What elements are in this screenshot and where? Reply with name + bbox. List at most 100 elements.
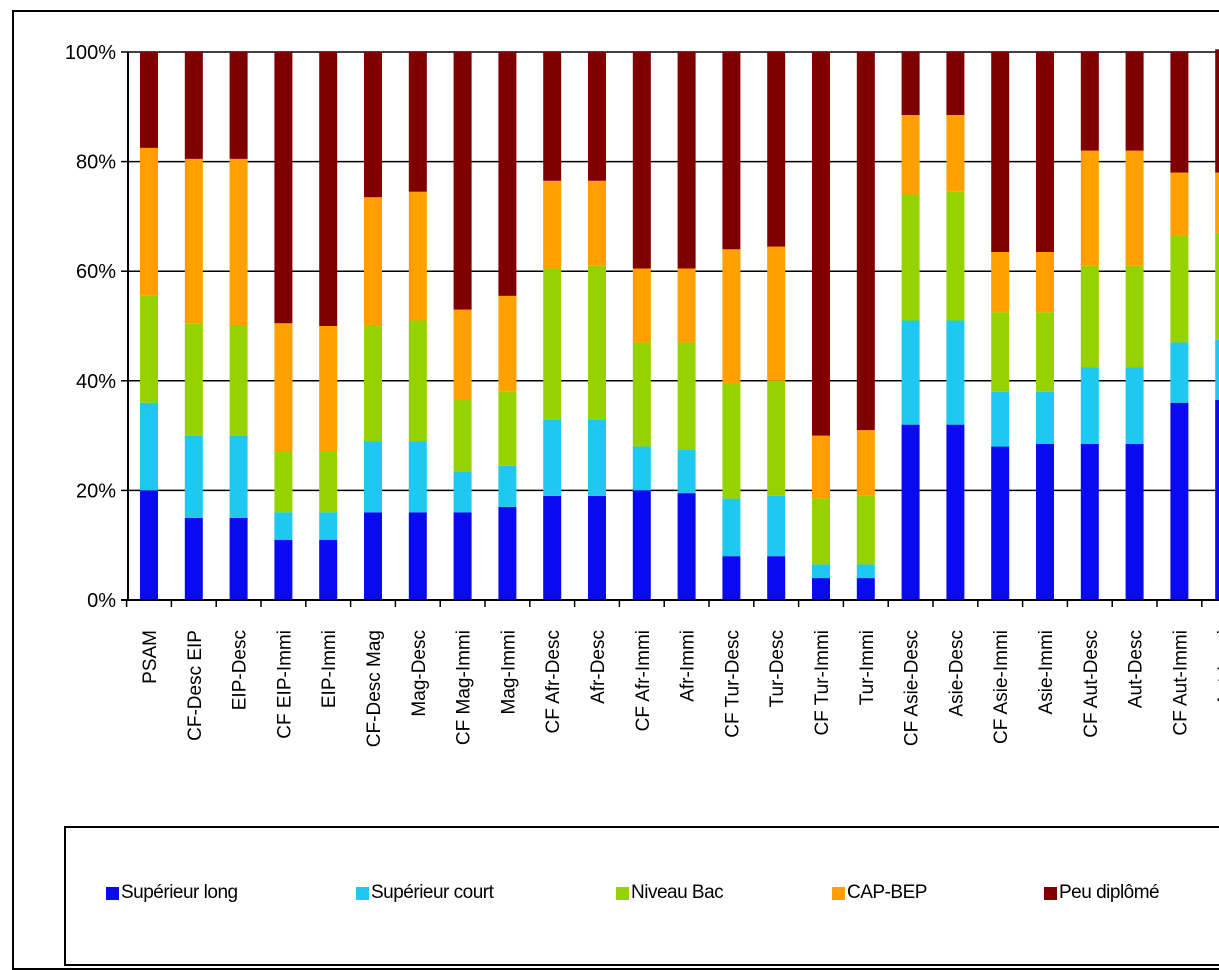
bar-segment [184,435,203,518]
y-tick-label: 60% [76,261,116,283]
bar-segment [632,446,651,491]
x-tick-label: Tur-Immi [857,630,878,705]
legend-label: Supérieur court [371,882,494,903]
bar-segment [543,52,562,181]
x-tick-label: CF Afr-Immi [633,630,654,731]
x-tick-label: Asie-Desc [946,630,967,717]
bar-segment [767,246,786,381]
x-tick-label: PSAM [140,630,161,684]
bar-segment [588,52,606,181]
bar-segment [498,391,517,466]
legend-label: Niveau Bac [631,882,724,903]
bar-segment [946,115,965,192]
bar-segment [677,268,696,343]
bar-segment [543,419,562,496]
bar-segment [1170,402,1189,600]
x-tick-label: CF-Desc Mag [364,630,385,747]
bar-segment [1080,443,1099,600]
bar-segment [140,402,158,491]
bar-segment [677,342,696,450]
bar-segment [856,495,875,565]
bar-segment [1215,172,1219,233]
bar-segment [1125,443,1144,600]
bar-segment [588,180,606,266]
bar-segment [767,380,786,496]
bar-segment [543,495,562,600]
bar-segment [677,449,696,494]
bar-segment [408,191,427,321]
bar-segment [588,495,606,600]
bar-segment [722,249,741,384]
x-tick-label: Asie-Immi [1036,630,1057,714]
bar-segment [1036,252,1054,313]
bar-segment [901,424,920,600]
legend-swatch [356,886,369,900]
legend-swatch [832,886,845,900]
x-tick-label: CF Mag-Immi [454,630,475,745]
x-tick-label: CF-Desc EIP [185,630,206,741]
x-tick-label: Aut-Desc [1126,630,1147,708]
x-tick-label: CF EIP-Immi [274,630,295,739]
bar-segment [543,180,562,269]
bar-segment [767,495,786,557]
bar-segment [184,517,203,600]
bar-segment [901,52,920,116]
bar-segment [364,197,382,326]
bar-segment [229,158,248,326]
bar-segment [722,556,741,600]
bar-segment [364,441,382,513]
bar-segment [498,52,517,296]
bar-segment [140,490,158,600]
bar-segment [1215,232,1219,340]
bar-segment [184,323,203,436]
x-tick-label: CF Tur-Desc [722,630,743,738]
bar-segment [1170,342,1189,403]
legend-item: Supérieur long [106,882,238,904]
bar-segment [1080,52,1099,151]
bar-segment [364,512,382,600]
bar-segment [453,471,472,513]
bar-segment [1036,312,1054,392]
bar-segment [274,323,293,453]
bar-segment [1080,265,1099,368]
bar-segment [319,512,338,540]
bar-segment [632,52,651,269]
bar-segment [767,52,786,247]
bar-segment [184,52,203,159]
y-tick-label: 20% [76,480,116,502]
bar-segment [632,342,651,447]
bar-segment [991,391,1010,447]
legend-item: CAP-BEP [832,882,927,904]
bar-segment [1125,367,1144,444]
bar-segment [1125,52,1144,151]
bar-segment [588,419,606,496]
bar-segment [632,268,651,343]
x-tick-label: Aut-Immi [1215,630,1219,706]
bar-segment [498,295,517,392]
bar-segment [184,158,203,324]
x-tick-label: Mag-Desc [409,630,430,717]
bar-segment [1125,150,1144,266]
bar-segment [140,52,158,148]
legend-item: Supérieur court [356,882,494,904]
bar-segment [812,564,830,579]
bar-segment [1215,49,1219,173]
bar-segment [1036,52,1054,253]
bar-segment [632,490,651,600]
bar-segment [722,52,741,250]
x-tick-label: Tur-Desc [767,630,788,707]
bar-segment [812,578,830,600]
x-tick-label: CF Aut-Desc [1081,630,1102,738]
legend: Supérieur long Supérieur court Niveau Bac C… [64,826,1219,966]
bar-segment [274,512,293,540]
legend-item: Niveau Bac [616,882,724,904]
bar-segment [901,194,920,321]
bar-segment [408,320,427,442]
bar-segment [1170,172,1189,236]
bar-segment [274,539,293,600]
bar-segment [677,52,696,269]
bar-segment [946,320,965,425]
bar-segment [991,52,1010,253]
bar-segment [588,265,606,420]
bar-segment [1215,339,1219,400]
